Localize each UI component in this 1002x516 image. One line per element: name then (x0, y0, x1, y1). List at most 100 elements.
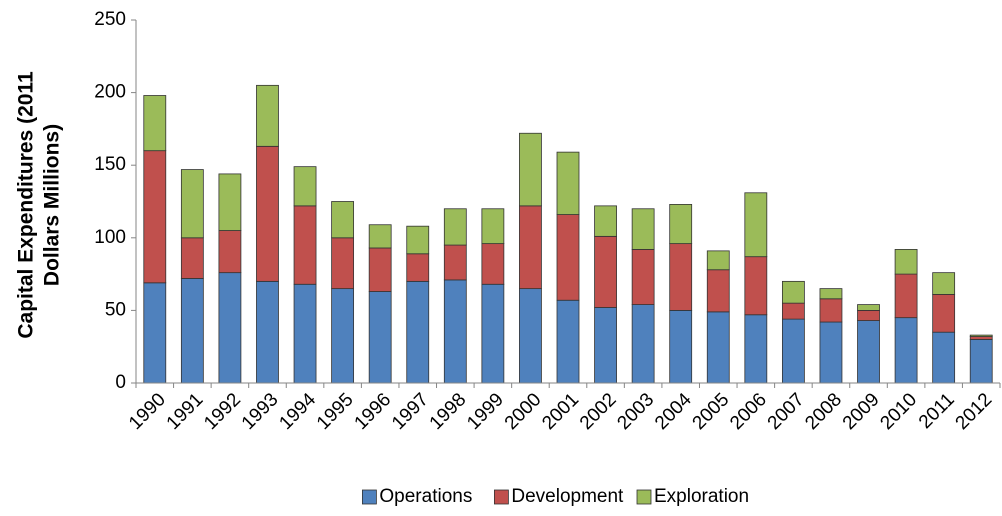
x-tick-label: 1993 (238, 389, 283, 434)
bar-segment (594, 307, 617, 384)
x-tick-label-group: 1998 (426, 389, 471, 434)
bar-segment (556, 214, 580, 301)
bar-segment (744, 314, 768, 384)
x-tick-label-group: 2006 (726, 389, 771, 434)
y-tick-label: 50 (105, 299, 126, 320)
x-tick-label-group: 1999 (463, 389, 508, 434)
y-tick-label: 150 (94, 154, 126, 175)
bar-segment (894, 317, 918, 384)
bar-segment (293, 166, 317, 207)
x-tick-label-group: 2001 (538, 389, 583, 434)
bar-segment (631, 208, 655, 250)
bar-segment (256, 280, 279, 384)
y-tick-label: 250 (94, 9, 126, 30)
y-tick-label: 100 (94, 227, 126, 248)
bar-segment (519, 288, 542, 384)
bar-segment (781, 280, 805, 304)
x-tick-label: 1990 (125, 389, 170, 434)
bar-segment (443, 279, 467, 384)
bar-segment (180, 278, 204, 384)
x-tick-label: 2007 (764, 389, 809, 434)
x-tick-label: 2006 (726, 389, 771, 434)
bar-segment (819, 321, 843, 384)
bar-segment (143, 282, 167, 384)
x-tick-label-group: 1990 (125, 389, 170, 434)
legend-label: Exploration (654, 486, 749, 507)
bar-segment (368, 247, 392, 292)
bar-segment (706, 311, 730, 384)
x-tick-label-group: 1995 (313, 389, 358, 434)
bar-segment (669, 309, 693, 384)
bar-segment (631, 304, 655, 384)
x-tick-label: 2012 (952, 389, 997, 434)
bar-segment (256, 145, 279, 282)
x-tick-label-group: 1994 (275, 389, 320, 434)
bar-segment (932, 294, 956, 333)
bar-segment (631, 249, 655, 305)
bar-segment (293, 205, 317, 285)
x-tick-label: 1996 (351, 389, 396, 434)
bar-segment (556, 151, 580, 215)
x-tick-label: 1994 (275, 389, 320, 434)
x-tick-label: 1991 (163, 389, 208, 434)
bar-segment (894, 273, 918, 319)
x-tick-label: 2003 (613, 389, 658, 434)
y-tick-label: 200 (94, 82, 126, 103)
bar-segment (368, 224, 392, 249)
legend-label: Operations (379, 486, 472, 507)
bar-segment (706, 269, 730, 313)
bar-segment (969, 334, 993, 337)
bar-segment (932, 272, 956, 295)
bar-segment (857, 309, 880, 321)
bar-segment (218, 272, 242, 384)
legend-label: Development (511, 486, 624, 507)
bar-segment (669, 243, 693, 311)
bar-segment (443, 244, 467, 281)
bar-segment (781, 302, 805, 320)
y-axis-title: Capital Expenditures (2011 Dollars Milli… (15, 71, 64, 339)
bar-segment (819, 298, 843, 323)
bar-segment (556, 299, 580, 384)
legend-swatch (361, 489, 377, 505)
bar-segment (744, 256, 768, 316)
bar-segment (406, 253, 430, 282)
bar-segment (594, 205, 617, 237)
x-tick-label-group: 1993 (238, 389, 283, 434)
bar-segment (894, 249, 918, 275)
bar-segment (180, 237, 204, 279)
bar-segment (331, 201, 355, 239)
x-tick-label-group: 1991 (163, 389, 208, 434)
bar-segment (519, 205, 542, 290)
bar-segment (819, 288, 843, 300)
y-axis-title-line: Dollars Millions) (41, 124, 64, 286)
y-tick-label: 0 (115, 372, 126, 393)
x-tick-label: 2010 (876, 389, 921, 434)
bar-segment (406, 280, 430, 384)
x-tick-label-group: 1992 (200, 389, 245, 434)
x-tick-label: 1992 (200, 389, 245, 434)
x-tick-label-group: 2010 (876, 389, 921, 434)
bar-segment (706, 250, 730, 271)
bar-segment (331, 237, 355, 290)
x-tick-label: 2005 (689, 389, 734, 434)
bar-segment (594, 235, 617, 308)
bar-segment (781, 318, 805, 384)
x-tick-label-group: 2011 (915, 389, 959, 433)
bar-segment (969, 336, 993, 340)
x-tick-label: 2001 (538, 389, 583, 434)
bar-segment (857, 304, 880, 311)
x-tick-label-group: 2004 (651, 389, 696, 434)
bar-segment (481, 243, 505, 285)
bar-segment (180, 169, 204, 239)
x-tick-label: 2002 (576, 389, 621, 434)
x-tick-label-group: 2003 (613, 389, 658, 434)
bar-segment (218, 173, 242, 231)
x-tick-label: 2000 (501, 389, 546, 434)
x-tick-label-group: 2009 (839, 389, 884, 434)
x-tick-label-group: 2008 (801, 389, 846, 434)
bar-segment (669, 204, 693, 245)
bar-segment (406, 225, 430, 255)
x-tick-label: 2008 (801, 389, 846, 434)
bar-segment (293, 283, 317, 384)
